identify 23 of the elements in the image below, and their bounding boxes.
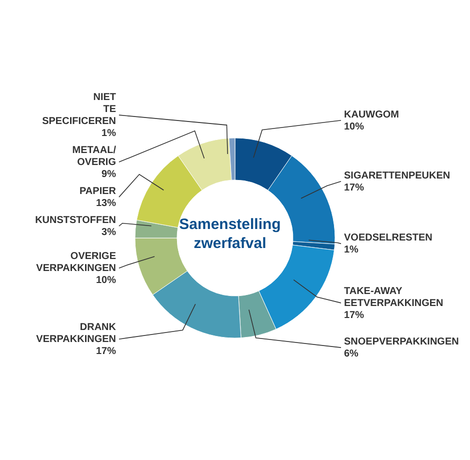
slice-label: TAKE-AWAY EETVERPAKKINGEN — [344, 286, 444, 309]
slice-label: SIGARETTENPEUKEN — [344, 170, 450, 182]
data-label: 17% — [96, 346, 116, 358]
slice-label: DRANK VERPAKKINGEN — [36, 322, 117, 346]
data-label: 3% — [102, 227, 116, 238]
slice-label: OVERIGE VERPAKKINGEN — [36, 251, 116, 274]
data-label: 10% — [96, 275, 116, 286]
slice-label: KAUWGOM — [344, 109, 399, 120]
data-label: 1% — [344, 244, 359, 256]
slice-label: METAAL/OVERIG — [72, 145, 116, 168]
slice-label: NIET TE SPECIFICEREN — [42, 92, 116, 128]
data-label: 17% — [344, 182, 364, 194]
data-label: 13% — [96, 198, 116, 210]
slice-label: VOEDSELRESTEN — [344, 232, 432, 244]
slice-label: PAPIER — [80, 186, 117, 198]
data-label: 6% — [344, 348, 359, 360]
slice-label: SNOEPVERPAKKINGEN — [344, 336, 459, 348]
slice-label: KUNSTSTOFFEN — [35, 215, 116, 226]
data-label: 10% — [344, 121, 364, 132]
data-label: 17% — [344, 310, 364, 321]
text: Samenstelling zwerfafval — [179, 216, 281, 252]
data-label: 1% — [102, 128, 116, 140]
data-label: 9% — [102, 169, 116, 180]
